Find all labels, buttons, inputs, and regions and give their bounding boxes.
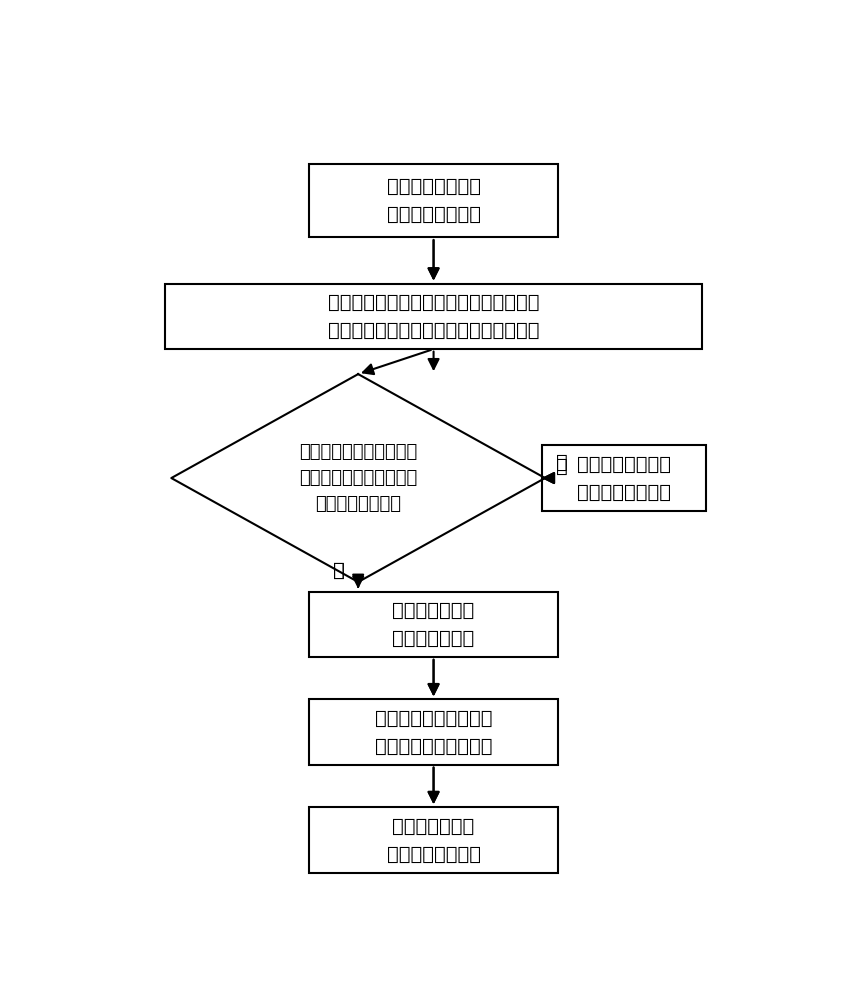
Bar	[309, 699, 558, 765]
Text: 流过变电站主变中性点的
直流偏磁电流应超过直流
偏磁电流限制值？: 流过变电站主变中性点的 直流偏磁电流应超过直流 偏磁电流限制值？	[299, 443, 417, 513]
Text: 确定抑制直流偏
磁装置的具体参数: 确定抑制直流偏 磁装置的具体参数	[387, 816, 481, 863]
Text: 无需对变压器采取
直流偏磁抑制措施: 无需对变压器采取 直流偏磁抑制措施	[577, 455, 671, 502]
Text: 确定直流偏磁电流
流动回路模拟模型: 确定直流偏磁电流 流动回路模拟模型	[387, 177, 481, 224]
Text: 是: 是	[332, 561, 344, 580]
Bar	[309, 807, 558, 873]
Text: 得出抑制变压器直流偏
磁电流的最优抑制措施: 得出抑制变压器直流偏 磁电流的最优抑制措施	[375, 709, 492, 756]
Bar	[309, 592, 558, 657]
Text: 模拟各种直流偏
磁电流抑制措施: 模拟各种直流偏 磁电流抑制措施	[393, 601, 475, 648]
Text: 确定多回直流不同组合运行方式下变电站
主变中性点直流偏磁电流水平及变化规律: 确定多回直流不同组合运行方式下变电站 主变中性点直流偏磁电流水平及变化规律	[327, 293, 540, 340]
Bar	[309, 164, 558, 237]
Polygon shape	[171, 374, 545, 582]
Text: 否: 否	[556, 453, 568, 472]
Bar	[541, 445, 706, 511]
Text: 否: 否	[556, 457, 568, 476]
Bar	[165, 284, 702, 349]
Text: 是: 是	[332, 561, 344, 580]
